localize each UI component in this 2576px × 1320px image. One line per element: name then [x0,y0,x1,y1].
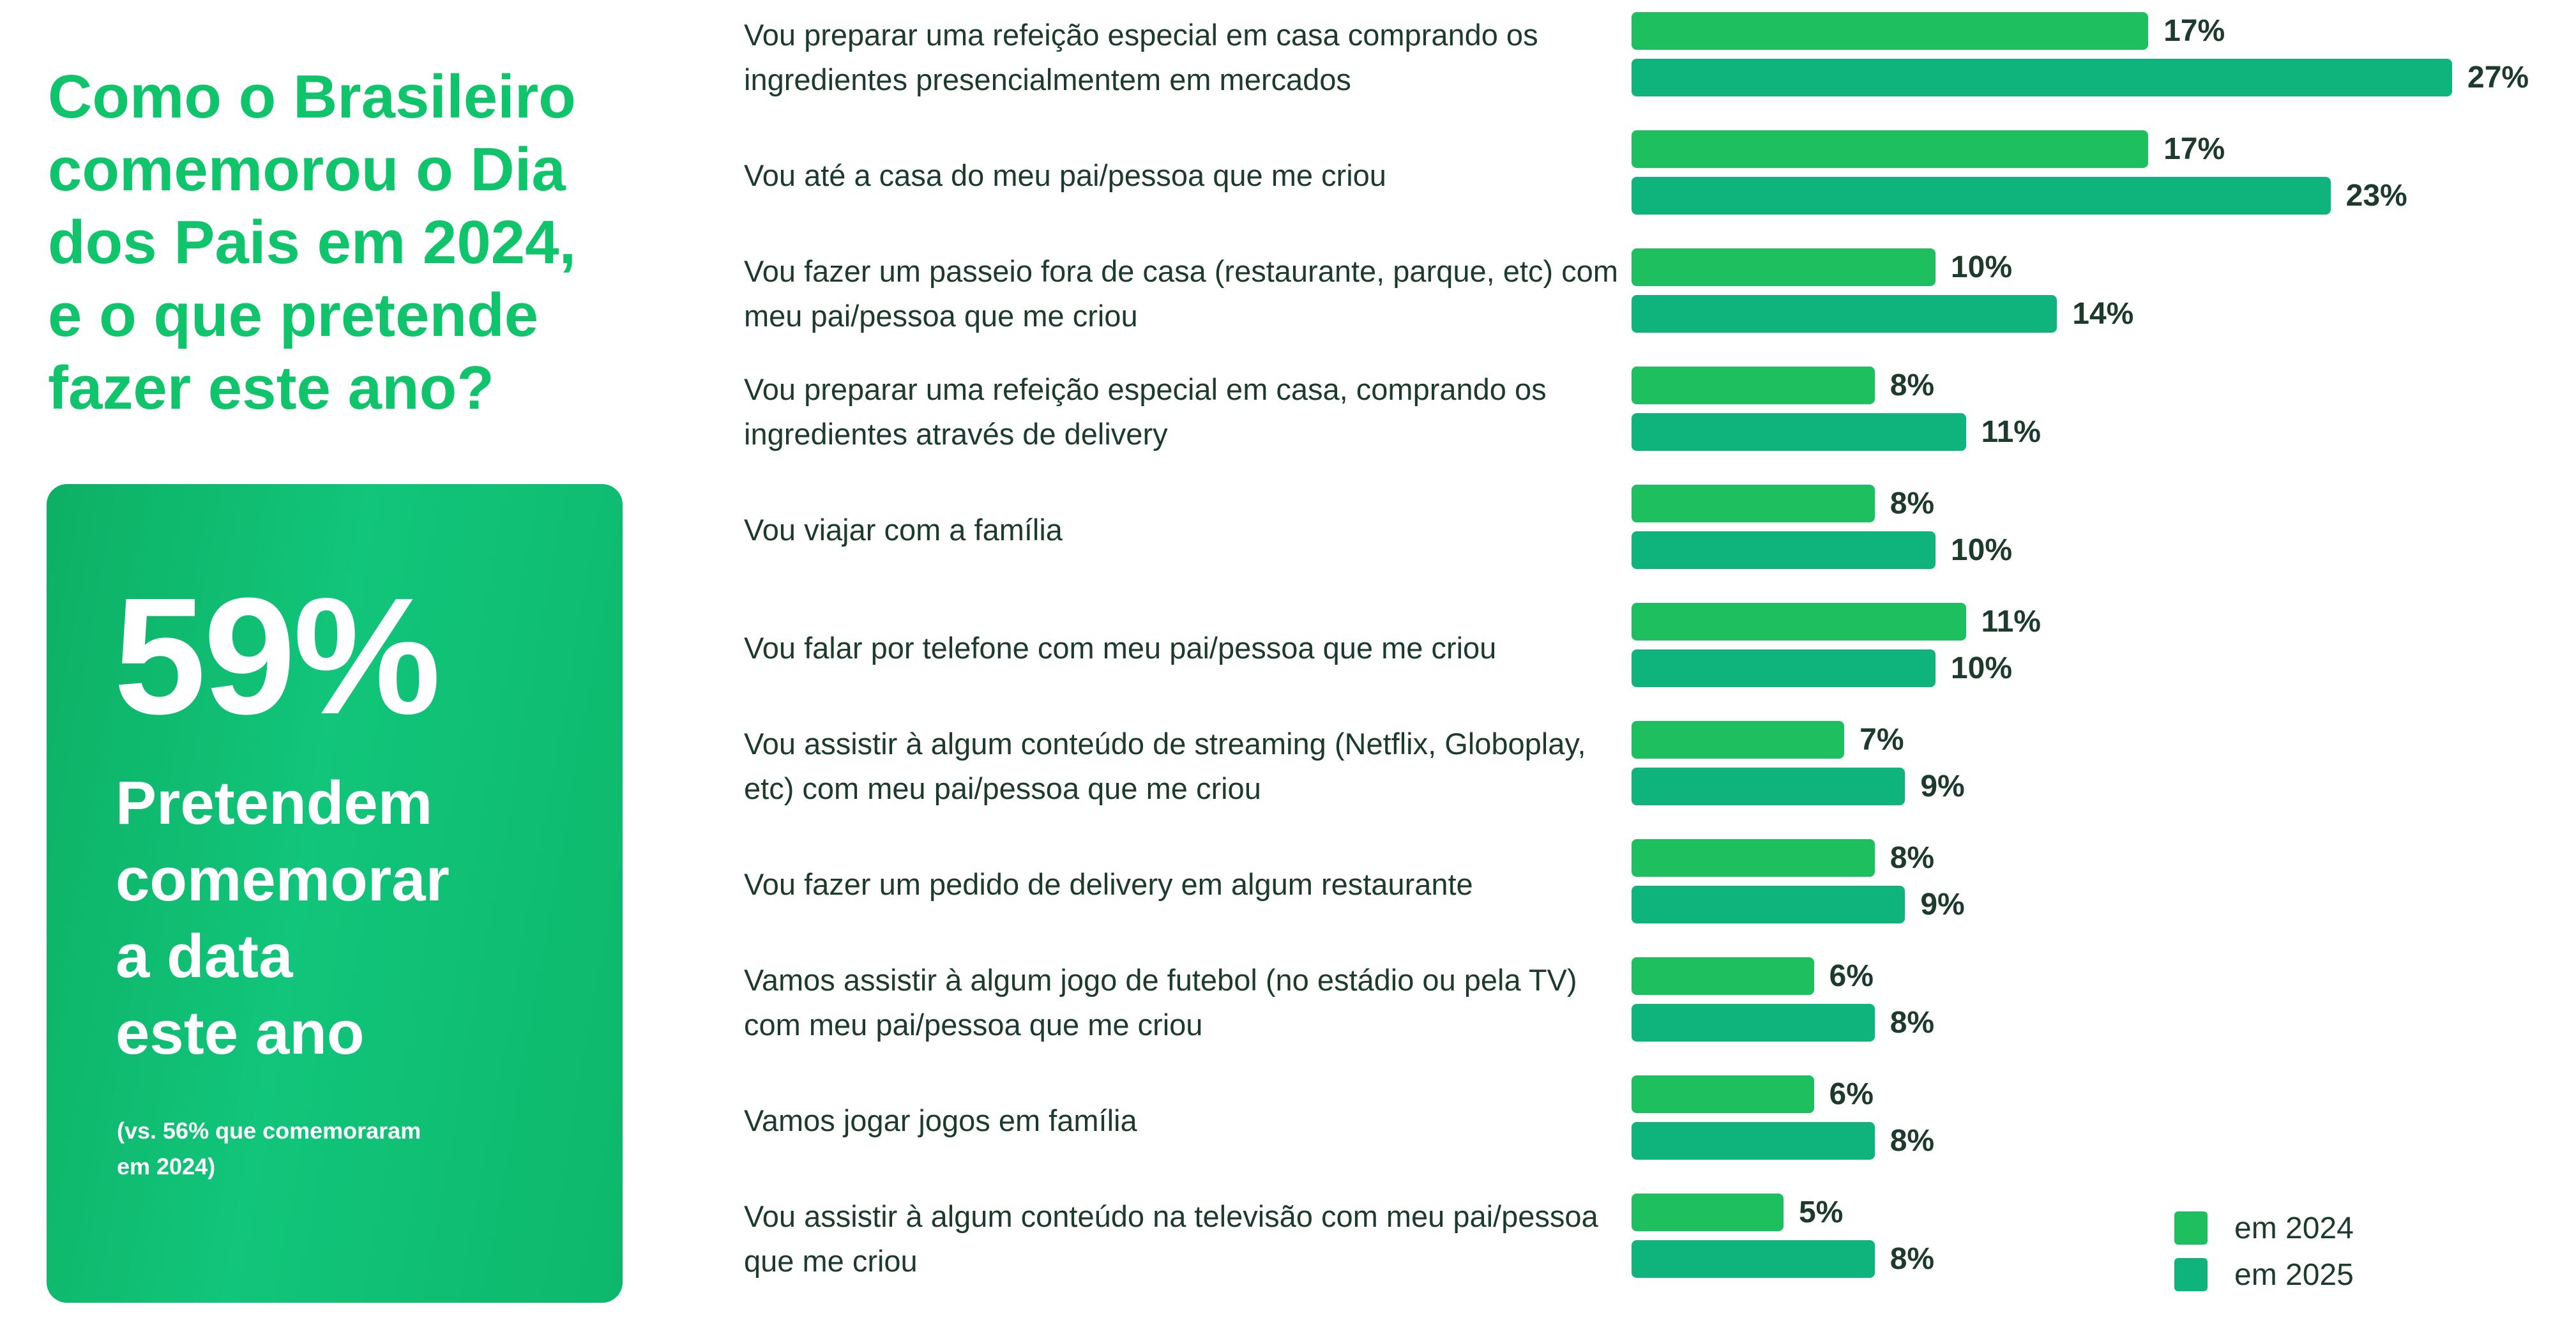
bar-2024 [1632,248,1936,286]
category-label: Vou fazer um pedido de delivery em algum… [744,867,1473,901]
bar-2025 [1632,59,2452,96]
bar-2024 [1632,367,1875,404]
stat-label: Pretendem comemorar a data este ano [116,769,450,1067]
chart-row: Vou preparar uma refeição especial em ca… [0,354,2576,469]
headline: Como o Brasileiro comemorou o Dia dos Pa… [48,63,577,422]
legend-swatch-2025 [2174,1258,2208,1291]
data-label-2025: 11% [1981,415,2041,449]
data-label-2024: 6% [1829,959,1874,993]
legend-item-2024: em 2024 [2174,1209,2354,1247]
category-label: Vamos jogar jogos em família [744,1104,1137,1137]
data-label-2025: 14% [2072,297,2134,331]
bar-2025 [1632,1240,1875,1278]
chart-row: Vou preparar uma refeição especial em ca… [0,0,2576,115]
data-label-2025: 10% [1950,651,2012,685]
data-label-2024: 6% [1829,1077,1874,1111]
bar-2025 [1632,1122,1875,1160]
data-label-2025: 8% [1890,1242,1935,1276]
data-label-2025: 8% [1890,1006,1935,1040]
bar-2024 [1632,839,1875,877]
chart-legend: em 2024 em 2025 [2174,1209,2354,1302]
category-label: Vou viajar com a família [744,513,1063,547]
chart-row: Vou assistir à algum conteúdo na televis… [0,1181,2576,1296]
chart-row: Vou falar por telefone com meu pai/pesso… [0,591,2576,706]
bar-2024 [1632,12,2149,50]
category-label: Vou preparar uma refeição especial em ca… [744,18,1538,96]
legend-item-2025: em 2025 [2174,1256,2354,1294]
stat-value: 59% [114,564,441,749]
bar-2024 [1632,485,1875,522]
legend-label-2024: em 2024 [2234,1211,2354,1245]
bar-2024 [1632,1194,1784,1231]
chart-row: Vamos assistir à algum jogo de futebol (… [0,945,2576,1060]
data-label-2024: 8% [1890,487,1935,520]
chart-row: Vou fazer um pedido de delivery em algum… [0,827,2576,942]
data-label-2025: 9% [1920,888,1965,922]
stat-footnote: (vs. 56% que comemoraram em 2024) [117,1118,421,1180]
category-label: Vamos assistir à algum jogo de futebol (… [744,963,1577,1042]
bar-2024 [1632,130,2149,168]
bar-2024 [1632,721,1845,759]
chart-row: Vou até a casa do meu pai/pessoa que me … [0,118,2576,233]
chart-row: Vou viajar com a família 8% 10% [0,473,2576,588]
data-label-2025: 27% [2467,61,2529,95]
data-label-2024: 17% [2163,14,2225,48]
category-label: Vou falar por telefone com meu pai/pesso… [744,631,1497,665]
data-label-2025: 9% [1920,770,1965,803]
data-label-2024: 8% [1890,368,1935,402]
bar-2024 [1632,1075,1814,1113]
data-label-2025: 8% [1890,1124,1935,1158]
bar-2025 [1632,295,2057,333]
stat-card: 59% Pretendem comemorar a data este ano … [47,484,623,1303]
chart-row: Vou fazer um passeio fora de casa (resta… [0,236,2576,351]
bar-2024 [1632,957,1814,995]
data-label-2024: 17% [2163,132,2225,166]
category-label: Vou fazer um passeio fora de casa (resta… [744,254,1618,333]
bar-2025 [1632,531,1936,569]
data-label-2024: 8% [1890,841,1935,875]
category-label: Vou preparar uma refeição especial em ca… [744,372,1547,451]
category-label: Vou assistir à algum conteúdo de streami… [744,727,1586,805]
bar-2025 [1632,177,2331,215]
data-label-2024: 5% [1798,1195,1844,1229]
data-label-2024: 7% [1860,723,1904,757]
bar-2024 [1632,603,1966,641]
data-label-2024: 11% [1981,605,2041,639]
legend-label-2025: em 2025 [2234,1257,2354,1292]
category-label: Vou assistir à algum conteúdo na televis… [744,1199,1598,1278]
chart-row: Vamos jogar jogos em família 6% 8% [0,1063,2576,1178]
bar-2025 [1632,768,1905,805]
bar-2025 [1632,1004,1875,1042]
category-label: Vou até a casa do meu pai/pessoa que me … [744,158,1386,192]
data-label-2024: 10% [1950,250,2012,284]
data-label-2025: 23% [2345,179,2407,213]
legend-swatch-2024 [2174,1211,2208,1245]
bar-2025 [1632,649,1936,687]
data-label-2025: 10% [1950,533,2012,567]
chart-row: Vou assistir à algum conteúdo de streami… [0,709,2576,824]
bar-2025 [1632,886,1905,923]
bar-2025 [1632,413,1966,451]
